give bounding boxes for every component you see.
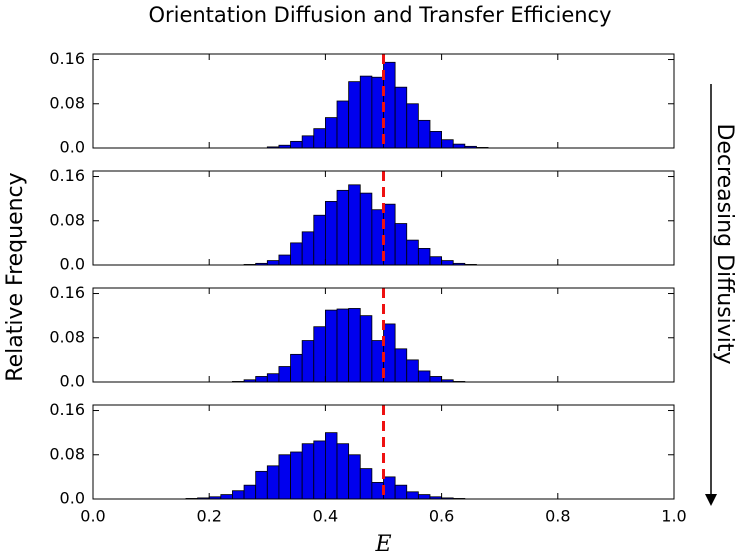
bar: [359, 468, 373, 500]
chart-title: Orientation Diffusion and Transfer Effic…: [148, 3, 611, 27]
bar: [429, 131, 443, 149]
bar: [359, 75, 373, 149]
bar: [394, 223, 408, 266]
y-tick-label: 0.08: [49, 444, 85, 463]
bar: [301, 135, 315, 149]
bar: [278, 454, 291, 500]
bar: [313, 326, 326, 383]
bar: [290, 140, 303, 149]
x-axis-label: E: [374, 532, 391, 555]
x-tick-label: 0.6: [429, 507, 454, 526]
bar: [324, 201, 338, 266]
bar: [313, 214, 326, 266]
bar: [429, 256, 443, 266]
bar: [371, 482, 384, 500]
bar: [441, 260, 454, 266]
bar: [383, 61, 396, 149]
bar: [406, 103, 419, 149]
bar: [324, 117, 338, 149]
bar: [336, 443, 350, 500]
bar: [406, 359, 419, 383]
bar: [348, 81, 361, 149]
bar: [255, 470, 268, 500]
bar: [266, 465, 280, 500]
y-tick-label: 0.16: [49, 400, 85, 419]
bar: [336, 308, 350, 383]
bar: [383, 323, 396, 383]
axes-frame: [92, 170, 675, 266]
y-tick-label: 0.08: [49, 93, 85, 112]
bar: [220, 494, 233, 500]
axes-frame: [92, 287, 675, 383]
bar: [371, 209, 384, 266]
x-tick-label: 0.8: [545, 507, 570, 526]
y-tick-label: 0.16: [49, 166, 85, 185]
bar: [336, 100, 350, 149]
bar: [243, 484, 257, 500]
y-tick-label: 0.0: [60, 255, 85, 274]
x-tick-label: 0.2: [196, 507, 221, 526]
bar: [255, 376, 268, 383]
bar: [441, 139, 454, 149]
bar: [417, 248, 431, 266]
bar: [313, 128, 326, 149]
bar: [348, 308, 361, 383]
y-tick-label: 0.16: [49, 49, 85, 68]
bar: [301, 443, 315, 500]
bar: [290, 242, 303, 266]
bar: [266, 373, 280, 383]
bar: [313, 440, 326, 500]
bar: [348, 184, 361, 266]
bar: [417, 119, 431, 149]
y-tick-label: 0.0: [60, 372, 85, 391]
x-tick-label: 0.0: [80, 507, 105, 526]
x-tick-label: 0.4: [313, 507, 338, 526]
bar: [406, 239, 419, 266]
bar: [359, 192, 373, 266]
y-axis-label: Relative Frequency: [3, 172, 28, 381]
bar: [394, 86, 408, 149]
bar: [394, 484, 408, 500]
bar: [301, 340, 315, 383]
bar: [383, 203, 396, 266]
y-tick-label: 0.0: [60, 489, 85, 508]
x-tick-label: 1.0: [661, 507, 686, 526]
bar: [324, 309, 338, 383]
bar: [266, 260, 280, 266]
annotation: Decreasing Diffusivity: [712, 123, 737, 364]
y-tick-label: 0.0: [60, 138, 85, 157]
bar: [324, 432, 338, 500]
bar: [278, 254, 291, 266]
bar: [429, 376, 443, 383]
bar: [359, 315, 373, 383]
bar: [290, 353, 303, 383]
bar: [371, 340, 384, 383]
bar: [406, 491, 419, 500]
y-tick-label: 0.16: [49, 283, 85, 302]
y-tick-label: 0.08: [49, 327, 85, 346]
bar: [383, 476, 396, 500]
bar: [232, 490, 245, 500]
axes-frame: [92, 53, 675, 149]
y-tick-label: 0.08: [49, 210, 85, 229]
bar: [417, 370, 431, 383]
bar: [371, 76, 384, 149]
bar: [290, 451, 303, 500]
axes-frame: [92, 404, 675, 500]
annotation-arrowhead: [705, 494, 717, 506]
bar: [394, 348, 408, 383]
bar: [336, 189, 350, 266]
bar: [278, 366, 291, 383]
bar: [348, 454, 361, 500]
bar: [417, 494, 431, 500]
bar: [452, 143, 466, 149]
bar: [301, 231, 315, 266]
